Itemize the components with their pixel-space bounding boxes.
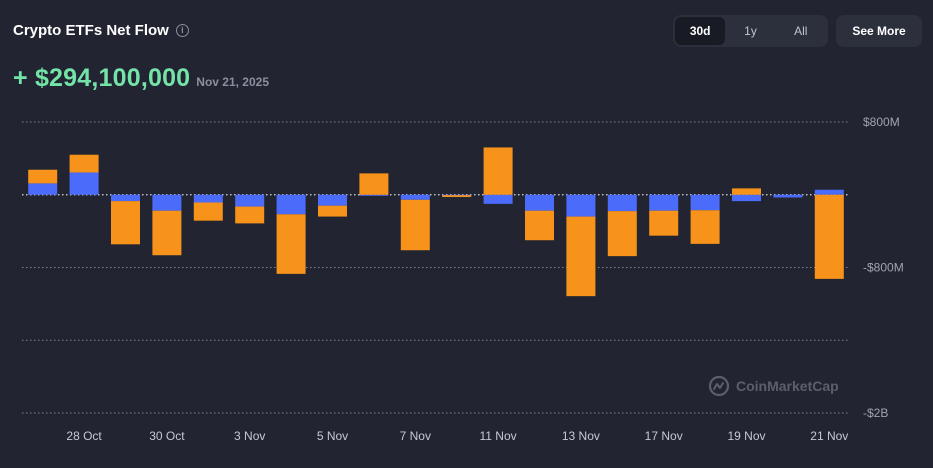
bar-series-b-8[interactable] <box>359 194 389 196</box>
bar-series-b-17[interactable] <box>732 194 761 202</box>
bar-series-a-15[interactable] <box>649 210 679 236</box>
bar-series-a-16[interactable] <box>690 210 720 244</box>
bar-series-b-9[interactable] <box>400 194 430 200</box>
bar-series-b-11[interactable] <box>483 194 513 204</box>
x-tick-label: 21 Nov <box>810 429 848 443</box>
bar-series-a-14[interactable] <box>607 211 637 257</box>
bar-series-a-10[interactable] <box>442 195 472 198</box>
bar-series-a-2[interactable] <box>111 201 140 245</box>
watermark: CoinMarketCap <box>708 375 839 397</box>
x-tick-label: 11 Nov <box>480 429 517 443</box>
bar-series-a-6[interactable] <box>276 214 306 274</box>
bar-series-b-0[interactable] <box>28 183 58 195</box>
x-tick-label: 17 Nov <box>645 429 683 443</box>
bar-series-b-6[interactable] <box>276 194 306 215</box>
bar-series-a-7[interactable] <box>318 205 347 217</box>
bar-series-b-14[interactable] <box>607 194 637 212</box>
x-tick-label: 28 Oct <box>66 429 102 443</box>
x-tick-label: 19 Nov <box>727 429 765 443</box>
bar-series-b-16[interactable] <box>690 194 720 211</box>
bar-series-b-7[interactable] <box>318 194 347 206</box>
chart-grid <box>22 121 850 414</box>
bar-series-a-3[interactable] <box>152 210 182 256</box>
y-axis-labels: $800M -$800M -$2B <box>863 115 904 420</box>
x-tick-label: 7 Nov <box>400 429 431 443</box>
bar-series-b-4[interactable] <box>193 194 223 203</box>
x-tick-label: 30 Oct <box>149 429 185 443</box>
chart-title: Crypto ETFs Net Flow <box>13 22 169 39</box>
bar-series-a-9[interactable] <box>400 199 430 251</box>
bar-series-a-5[interactable] <box>235 206 265 224</box>
x-tick-label: 3 Nov <box>234 429 265 443</box>
x-axis-labels: 28 Oct 30 Oct 3 Nov 5 Nov 7 Nov 11 Nov 13 Nov 1… <box>66 429 848 443</box>
bar-series-b-13[interactable] <box>566 194 596 217</box>
bar-series-b-5[interactable] <box>235 194 265 207</box>
net-flow-date: Nov 21, 2025 <box>196 75 269 89</box>
bar-series-a-1[interactable] <box>69 154 99 173</box>
info-icon[interactable]: i <box>175 24 189 37</box>
see-more-button[interactable]: See More <box>836 15 922 47</box>
y-tick-label: $800M <box>863 115 900 129</box>
x-tick-label: 5 Nov <box>317 429 348 443</box>
bar-series-a-19[interactable] <box>814 194 844 279</box>
bar-series-b-2[interactable] <box>111 194 140 202</box>
bar-series-a-12[interactable] <box>525 210 554 241</box>
time-range-selector: 30d 1y All <box>673 15 828 47</box>
bar-series-a-17[interactable] <box>732 188 761 195</box>
bar-series-b-18[interactable] <box>773 194 803 198</box>
bar-series-a-0[interactable] <box>28 169 58 184</box>
range-all-button[interactable]: All <box>794 24 808 38</box>
bar-series-b-19[interactable] <box>814 189 844 195</box>
bar-series-b-3[interactable] <box>152 194 182 211</box>
y-tick-label: -$2B <box>863 406 888 420</box>
net-flow-value: + $294,100,000 <box>13 64 191 92</box>
bar-series-a-11[interactable] <box>483 147 513 195</box>
bar-series-a-13[interactable] <box>566 216 596 297</box>
y-tick-label: -$800M <box>863 261 904 275</box>
headline-value-row: + $294,100,000 Nov 21, 2025 <box>13 64 269 93</box>
bar-series-b-1[interactable] <box>69 172 99 195</box>
coinmarketcap-logo-icon <box>708 375 730 397</box>
range-30d-button[interactable]: 30d <box>675 17 726 45</box>
range-1y-button[interactable]: 1y <box>744 24 757 38</box>
bar-series-a-4[interactable] <box>193 202 223 221</box>
bar-series-a-8[interactable] <box>359 173 389 195</box>
watermark-text: CoinMarketCap <box>736 378 839 394</box>
bar-series-b-12[interactable] <box>525 194 554 211</box>
chart-header: Crypto ETFs Net Flow i <box>13 22 189 39</box>
bar-series-b-15[interactable] <box>649 194 679 211</box>
x-tick-label: 13 Nov <box>562 429 600 443</box>
chart-bars <box>28 147 844 297</box>
